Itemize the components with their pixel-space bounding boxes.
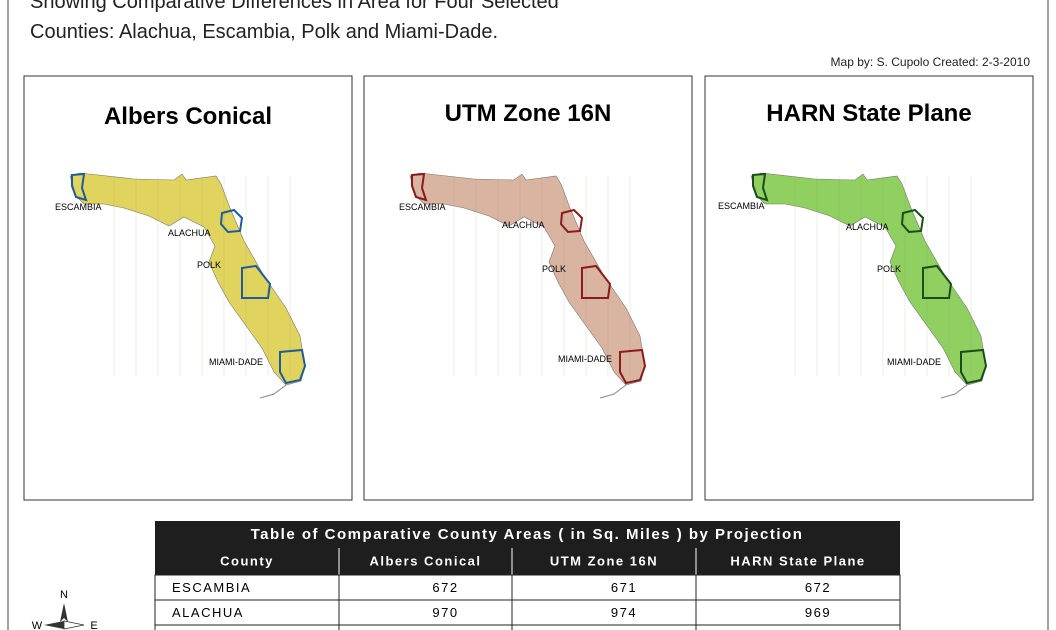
table-header-bar	[155, 548, 900, 575]
county-highlight	[581, 264, 612, 299]
county-label: MIAMI-DADE	[209, 357, 263, 367]
table-row	[154, 574, 901, 601]
title-line: Counties: Alachua, Escambia, Polk and Mi…	[30, 21, 498, 43]
florida-shape	[69, 172, 306, 386]
west-label: W	[32, 620, 43, 630]
county-highlight	[279, 348, 307, 385]
map-panels: Albers Conical ESCAMBIA ALACHUA POLK MIAMI-D…	[23, 75, 1034, 501]
florida-shape	[409, 172, 646, 386]
county-highlight	[960, 348, 988, 385]
map-panel: Albers Conical ESCAMBIA ALACHUA POLK MIAMI-D…	[23, 75, 353, 501]
panel-frame	[23, 75, 353, 501]
north-arrow: N W E	[32, 589, 98, 630]
panel-frame	[704, 75, 1034, 501]
county-highlight	[900, 208, 925, 234]
table-row	[154, 599, 901, 626]
area-value: 672	[432, 580, 458, 595]
keys	[940, 384, 968, 399]
county-highlight	[219, 208, 244, 234]
area-value: 671	[611, 580, 637, 595]
county-label: ESCAMBIA	[718, 201, 765, 211]
county-label: ESCAMBIA	[55, 202, 102, 212]
column-header: UTM Zone 16N	[550, 553, 658, 568]
page-border	[7, 0, 1049, 630]
keys	[259, 384, 287, 399]
area-value: 969	[805, 605, 831, 620]
map-panel: HARN State Plane ESCAMBIA ALACHUA POLK MIAMI…	[704, 75, 1034, 501]
county-label: ALACHUA	[168, 228, 211, 238]
north-label: N	[60, 589, 68, 601]
county-highlight	[559, 208, 584, 234]
area-value: 970	[432, 605, 458, 620]
county-name: ALACHUA	[172, 605, 244, 620]
panel-title: Albers Conical	[104, 103, 272, 130]
county-name: ESCAMBIA	[172, 580, 251, 595]
florida-shape	[750, 172, 987, 386]
east-label: E	[90, 620, 97, 630]
panel-title: UTM Zone 16N	[445, 100, 612, 127]
county-label: MIAMI-DADE	[558, 354, 612, 364]
column-header: HARN State Plane	[730, 553, 865, 568]
title-line: Showing Comparative Differences in Area …	[30, 0, 559, 13]
county-label: MIAMI-DADE	[887, 357, 941, 367]
area-value: 974	[611, 605, 637, 620]
county-highlight	[411, 172, 428, 202]
county-label: ALACHUA	[846, 222, 889, 232]
county-label: ESCAMBIA	[399, 202, 446, 212]
column-header: County	[220, 553, 274, 568]
table-row-cut	[154, 624, 901, 630]
area-table: Table of Comparative County Areas ( in S…	[154, 521, 901, 630]
county-highlight	[241, 264, 272, 299]
area-value: 672	[805, 580, 831, 595]
county-highlight	[752, 172, 769, 202]
map-panel: UTM Zone 16N ESCAMBIA ALACHUA POLK MIAMI-DAD…	[363, 75, 693, 501]
county-label: ALACHUA	[502, 220, 545, 230]
credit: Map by: S. Cupolo Created: 2-3-2010	[831, 55, 1031, 69]
county-label: POLK	[197, 260, 221, 270]
county-highlight	[71, 172, 88, 202]
table-title: Table of Comparative County Areas ( in S…	[251, 526, 804, 543]
keys	[599, 384, 627, 399]
county-highlight	[619, 348, 647, 385]
county-label: POLK	[542, 264, 566, 274]
column-header: Albers Conical	[369, 553, 481, 568]
table-title-bar	[155, 521, 900, 548]
panel-frame	[363, 75, 693, 501]
panel-title: HARN State Plane	[766, 100, 971, 127]
county-highlight	[922, 264, 953, 299]
county-label: POLK	[877, 264, 901, 274]
